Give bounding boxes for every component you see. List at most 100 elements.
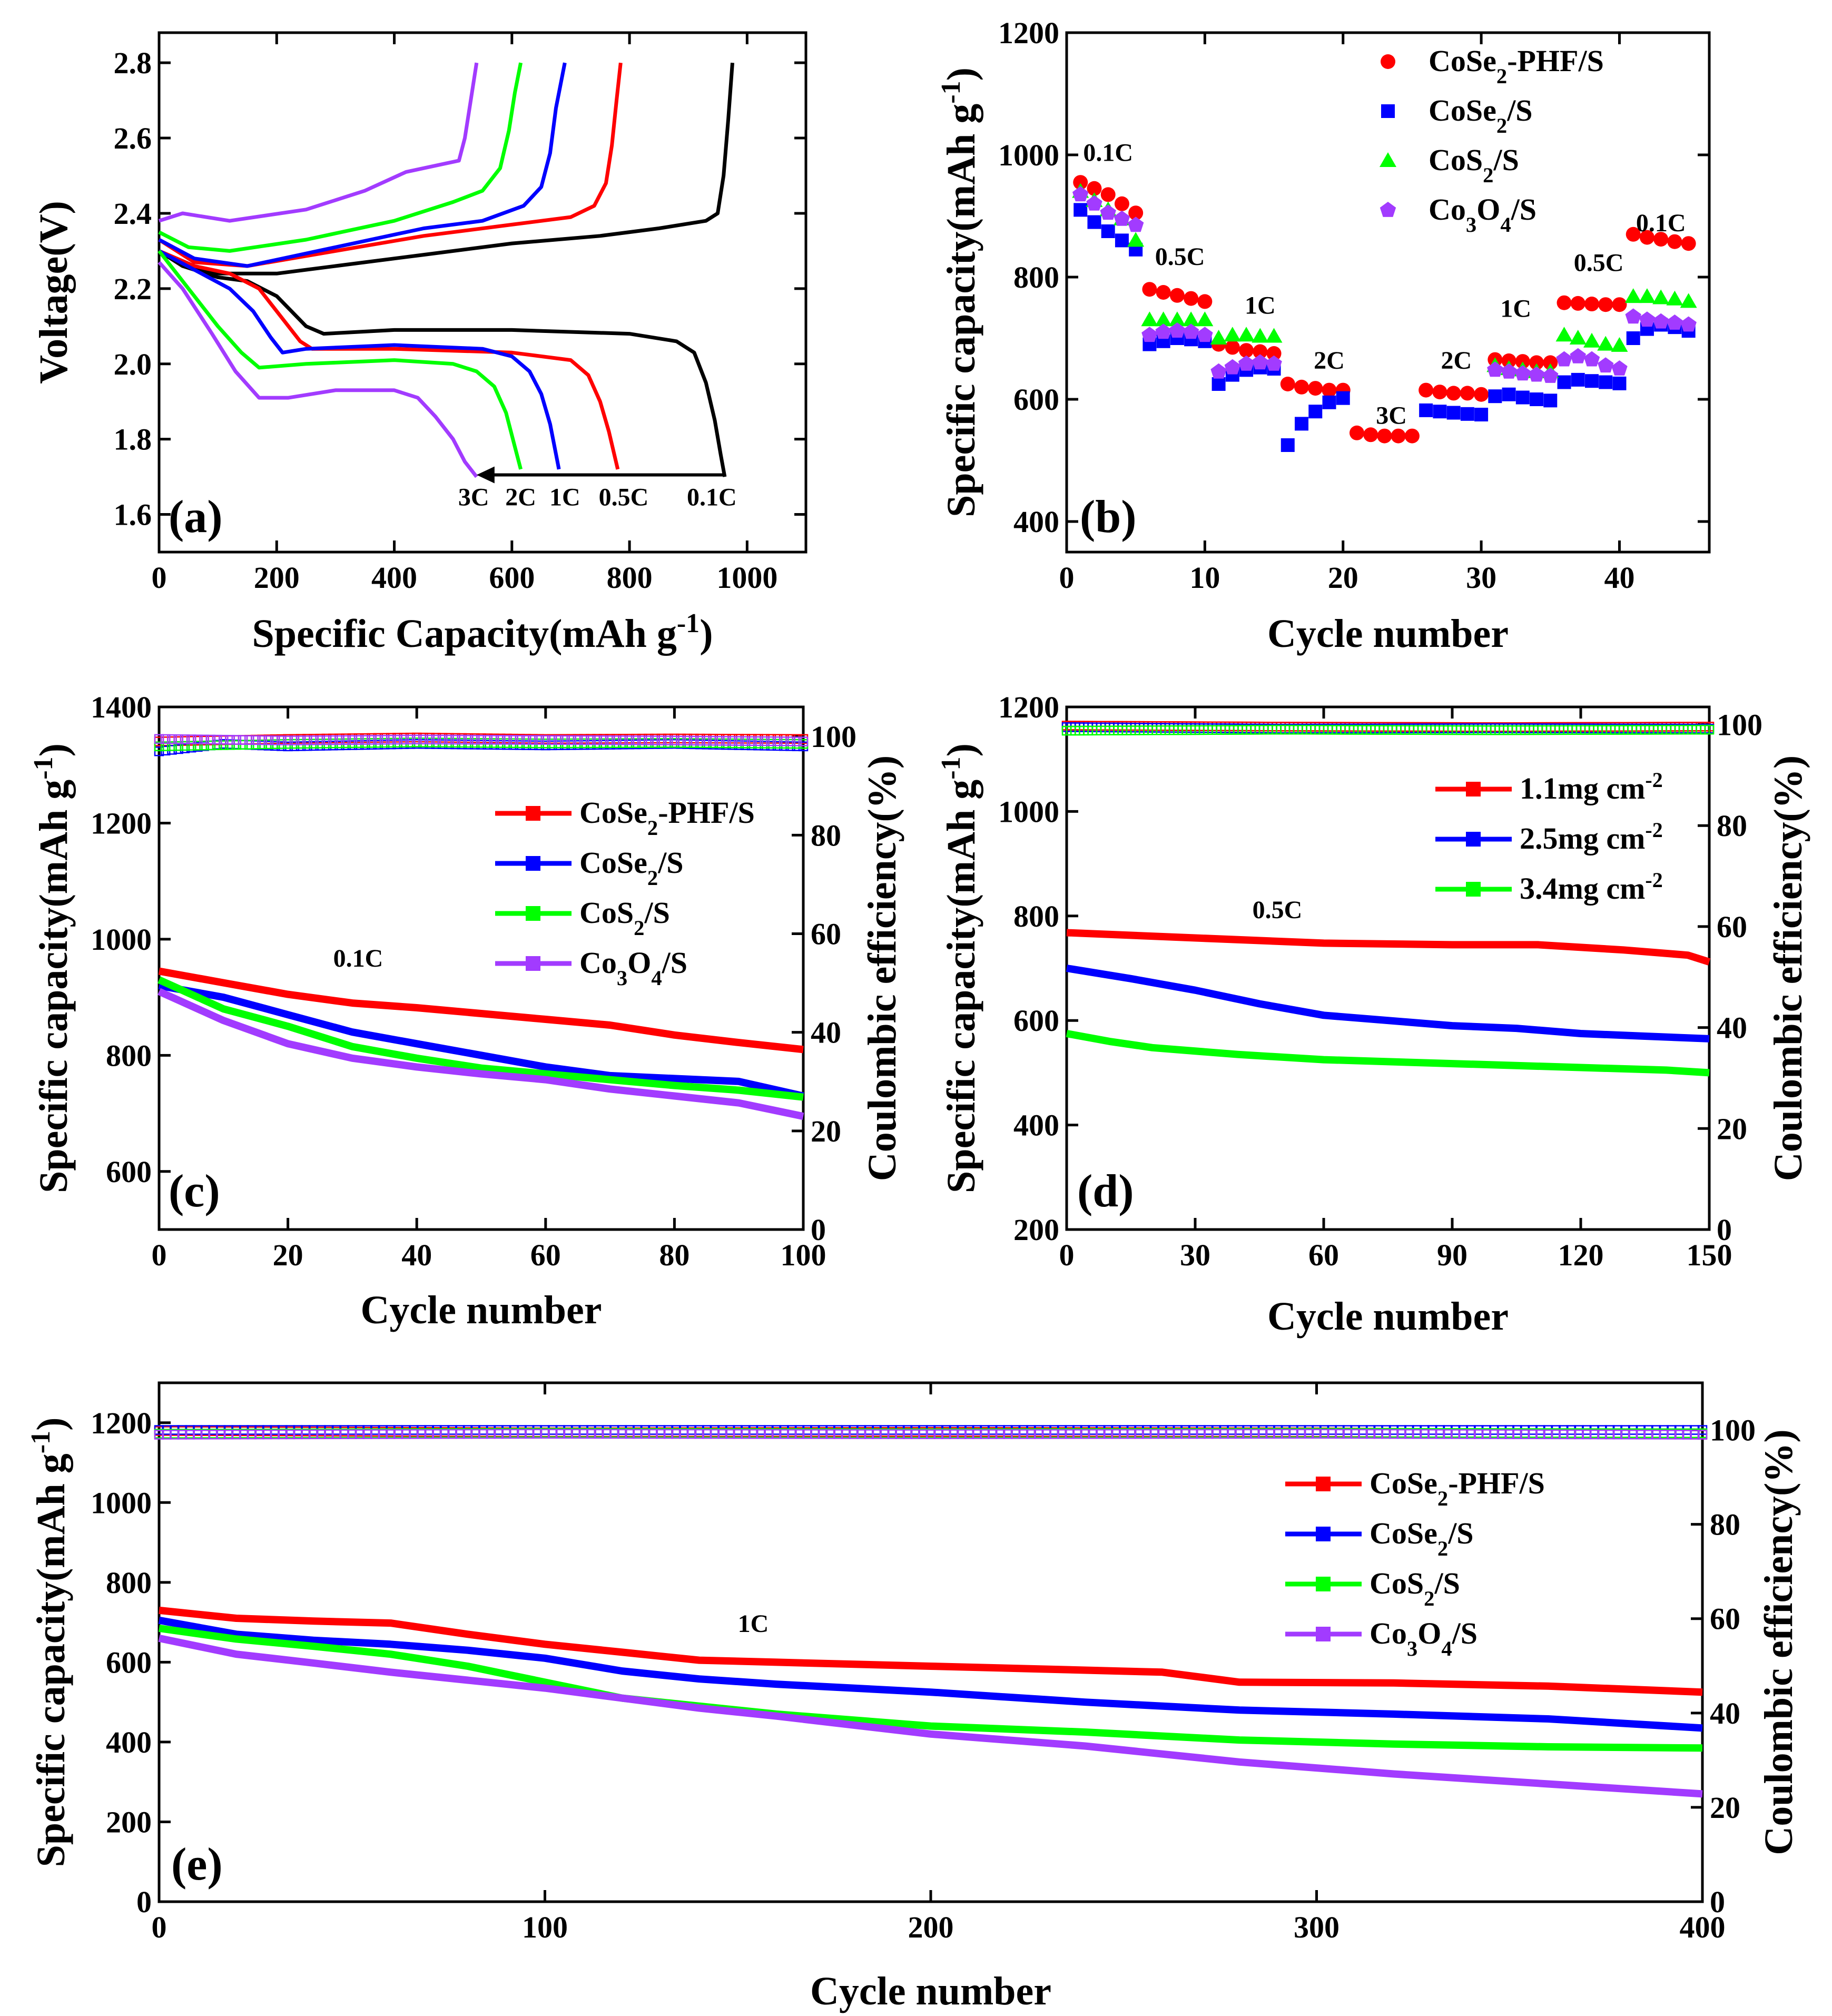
y-tick-label: 1400 — [91, 690, 152, 724]
data-point — [1446, 386, 1461, 401]
ce-point — [244, 735, 254, 745]
ce-point — [644, 735, 654, 745]
y-tick-label: 600 — [1013, 1004, 1059, 1038]
ce-point — [625, 1429, 635, 1439]
y2-tick-label: 60 — [1717, 910, 1747, 944]
y-tick-label: 600 — [1013, 382, 1059, 417]
data-point — [1652, 289, 1670, 304]
data-point — [1653, 313, 1669, 329]
ce-point — [362, 1429, 372, 1439]
data-point — [1073, 203, 1088, 217]
x-label-sup: -1 — [677, 608, 700, 638]
ce-point — [794, 1429, 805, 1439]
data-point — [1639, 311, 1656, 327]
capacity-line-CoSe2-PHF/S — [159, 1606, 1703, 1696]
ce-point — [316, 1429, 326, 1439]
ce-point — [418, 734, 428, 745]
formula-part: CoS — [579, 896, 634, 930]
legend-marker — [526, 856, 540, 871]
x-label-text: Cycle number — [1267, 1294, 1509, 1339]
x-label-text: Cycle number — [1267, 612, 1509, 656]
formula-part: /S — [662, 946, 687, 980]
ce-point — [1049, 1429, 1059, 1439]
ce-point — [1582, 1429, 1592, 1440]
charge-curve-2C — [158, 62, 523, 253]
ce-point — [792, 736, 802, 746]
subscript: 2 — [1496, 114, 1507, 137]
rate-label: 3C — [1376, 401, 1407, 429]
data-point — [1626, 331, 1640, 345]
formula-part: /S — [1493, 143, 1519, 177]
ce-point — [1566, 1429, 1577, 1440]
ce-point — [540, 735, 551, 745]
subscript: 4 — [651, 966, 662, 990]
subscript: 3 — [1407, 1637, 1417, 1660]
formula-part: /S — [1447, 1516, 1473, 1550]
ce-point — [1342, 1429, 1353, 1439]
ce-point — [1420, 1429, 1430, 1439]
y-tick-label: 2.8 — [114, 46, 152, 80]
legend-sup: -2 — [1645, 768, 1662, 792]
ce-point — [941, 1429, 951, 1439]
data-point — [1363, 427, 1378, 442]
ce-point — [270, 1429, 280, 1440]
y-axis-label: Specific capacity(mAh g-1) — [28, 743, 76, 1193]
subscript: 2 — [1483, 163, 1493, 187]
ce-point — [833, 1429, 843, 1439]
ce-point — [302, 735, 312, 745]
ce-point — [792, 739, 802, 749]
ce-point — [231, 1429, 241, 1440]
y-label-text: Specific capacity(mAh g — [939, 104, 983, 517]
ce-point — [283, 735, 293, 745]
ce-point — [270, 735, 280, 745]
subscript: 2 — [1496, 64, 1507, 88]
ce-point — [1204, 1429, 1214, 1439]
plot-frame — [157, 31, 807, 554]
data-point — [1625, 308, 1641, 324]
legend-marker — [1466, 782, 1481, 796]
ce-point — [379, 734, 390, 745]
data-point — [1253, 344, 1268, 359]
subscript: 2 — [1437, 1487, 1448, 1510]
discharge-curve-0.5C — [158, 249, 620, 470]
x-label-end: ) — [700, 612, 713, 656]
y-tick-label: 2.6 — [114, 121, 152, 155]
ce-point — [547, 735, 557, 745]
data-point — [1266, 355, 1282, 371]
ce-point — [205, 740, 216, 751]
y-label-sup: -1 — [26, 1431, 56, 1453]
ce-point — [1551, 1429, 1561, 1440]
ce-point — [779, 1429, 789, 1439]
ce-point — [373, 735, 383, 745]
y-label-text: Specific capacity — [939, 907, 983, 1193]
capacity-line-CoSe2/S — [158, 1616, 1703, 1732]
ce-point — [1412, 1429, 1422, 1439]
ce-point — [347, 1429, 357, 1439]
x-tick-label: 200 — [908, 1910, 954, 1944]
ce-point — [392, 734, 402, 745]
ce-point — [925, 1429, 936, 1439]
data-point — [1555, 327, 1573, 342]
y-axis-label: Voltage(V) — [32, 201, 76, 384]
legend-marker — [526, 956, 540, 971]
ce-point — [1250, 1429, 1260, 1439]
ce-point — [1312, 1429, 1322, 1439]
ce-point — [463, 734, 474, 745]
data-point — [1557, 295, 1572, 310]
formula-part: Co — [1429, 192, 1466, 227]
x-tick-label: 1000 — [716, 560, 777, 595]
ce-point — [872, 1429, 882, 1439]
ce-point — [586, 1429, 596, 1439]
ce-point — [964, 1429, 974, 1439]
ce-point — [1589, 1429, 1600, 1440]
data-point — [1086, 195, 1102, 211]
data-point — [1239, 343, 1254, 358]
ce-point — [534, 735, 544, 745]
ce-point — [671, 1429, 681, 1439]
rate-label: 1C — [1245, 292, 1276, 320]
formula-part: /S — [644, 896, 669, 930]
ce-point — [167, 741, 177, 751]
ce-point — [278, 1429, 288, 1440]
ce-point — [1088, 1429, 1098, 1439]
